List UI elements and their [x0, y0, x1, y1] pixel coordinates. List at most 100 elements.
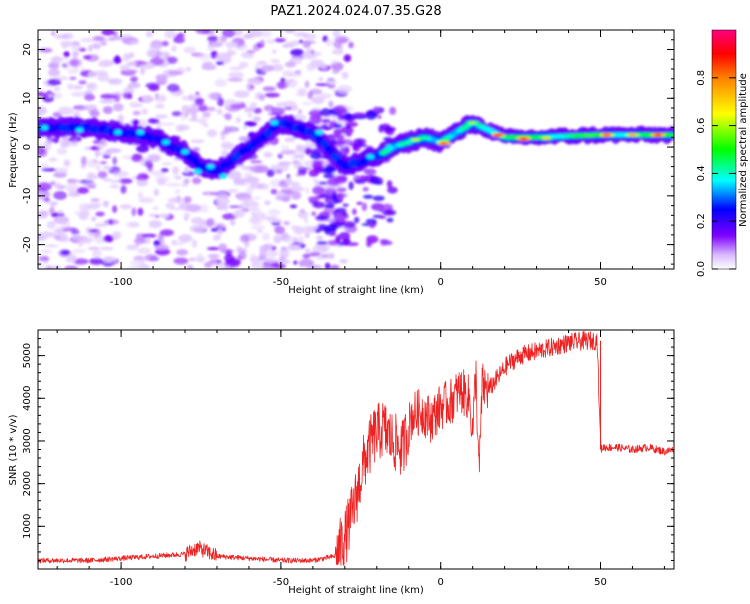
- spectrogram-speckle: [207, 35, 219, 42]
- spectrogram-speckle: [92, 35, 105, 42]
- snr-y-tick-label: 1000: [22, 514, 33, 539]
- spectrogram-speckle: [125, 53, 134, 59]
- spectrogram-speckle: [63, 51, 70, 58]
- spectrogram-speckle: [240, 51, 255, 59]
- spectrogram-speckle: [273, 235, 282, 244]
- snr-y-tick-label: 5000: [22, 343, 33, 368]
- spectrogram-speckle: [238, 61, 249, 68]
- spectrogram-speckle: [343, 54, 352, 62]
- spectrogram-speckle: [89, 257, 104, 265]
- spectrogram-speckle: [305, 186, 310, 195]
- spectrogram-peak: [628, 133, 637, 137]
- spectrogram-speckle: [92, 249, 102, 259]
- spectrogram-speckle: [374, 181, 384, 185]
- spectrogram-speckle: [44, 197, 51, 202]
- spectrogram-speckle: [247, 113, 253, 118]
- spectrogram-speckle: [271, 63, 284, 72]
- spectrogram-speckle: [185, 67, 192, 72]
- spectrogram-speckle: [154, 94, 167, 103]
- spectrogram-speckle: [207, 253, 220, 259]
- spectrogram-speckle: [188, 118, 200, 122]
- spectrogram-speckle: [291, 191, 301, 200]
- spectrogram-speckle: [40, 250, 53, 253]
- spectrogram-speckle: [254, 63, 260, 70]
- spectrogram-peak: [602, 133, 611, 137]
- colorbar-ticks: 0.0 0.2 0.4 0.6 0.8: [696, 70, 736, 277]
- spectrogram-speckle: [384, 126, 397, 132]
- spectrogram-speckle: [63, 159, 71, 167]
- spectrogram-speckle: [57, 106, 74, 116]
- spectrogram-speckle: [136, 179, 148, 187]
- spectrogram-speckle: [185, 204, 202, 213]
- spectrogram-speckle: [324, 262, 331, 269]
- spectrogram-speckle: [54, 167, 69, 174]
- spectrogram-speckle: [218, 243, 228, 251]
- colorbar: 0.0 0.2 0.4 0.6 0.8 Normalized spectral ampl…: [696, 29, 749, 277]
- spectrogram-speckle: [264, 200, 271, 206]
- spectrogram-speckle: [319, 93, 332, 99]
- spectrogram-speckle: [282, 259, 291, 264]
- spectrogram-speckle: [339, 259, 348, 264]
- spectrogram-speckle: [327, 240, 338, 246]
- spectrogram-speckle: [62, 61, 71, 70]
- spectrogram-speckle: [140, 67, 145, 75]
- spectrogram-speckle: [283, 221, 291, 226]
- spectrogram-speckle: [167, 70, 184, 76]
- spectrogram-speckle: [316, 241, 328, 245]
- spectrogram-speckle: [183, 196, 192, 204]
- spectrogram-speckle: [130, 259, 143, 266]
- spectrogram-speckle: [102, 154, 111, 159]
- spectrogram-speckle: [78, 80, 87, 85]
- spectrogram-speckle: [386, 217, 394, 223]
- spectrogram-speckle: [63, 141, 70, 148]
- spectrogram-speckle: [181, 96, 189, 101]
- spectrogram-peak: [411, 138, 420, 141]
- spectrogram-speckle: [274, 169, 283, 175]
- spectrogram-speckle: [249, 102, 258, 108]
- spectrogram-speckle: [249, 160, 263, 164]
- spectrogram-speckle: [119, 204, 132, 210]
- spectrogram-speckle: [87, 174, 99, 180]
- spectrogram-speckle: [323, 224, 337, 233]
- spectrogram-speckle: [341, 211, 348, 217]
- spectrogram-speckle: [55, 76, 69, 81]
- spectrogram-speckle: [144, 237, 151, 244]
- spectrogram-speckle: [148, 44, 163, 49]
- spectrogram-speckle: [284, 61, 297, 68]
- spectrogram-speckle: [206, 247, 220, 251]
- spectrogram-speckle: [279, 248, 290, 258]
- spectrogram-hotspot: [75, 127, 84, 133]
- spectrogram-speckle: [148, 220, 162, 229]
- spectrogram-speckle: [95, 211, 105, 217]
- spectrogram-speckle: [312, 201, 326, 209]
- spectrogram-speckle: [118, 178, 133, 184]
- spectrogram-peak: [468, 121, 477, 124]
- spectrogram-speckle: [52, 137, 60, 144]
- spectrogram-speckle: [167, 56, 178, 64]
- spectrogram-y-tick-label: 0: [22, 144, 33, 150]
- spectrogram-speckle: [307, 91, 314, 100]
- spectrogram-speckle: [47, 78, 62, 86]
- spectrogram-speckle: [299, 208, 306, 214]
- spectrogram-speckle: [166, 183, 181, 187]
- spectrogram-speckle: [99, 161, 108, 165]
- spectrogram-speckle: [80, 156, 87, 165]
- spectrogram-speckle: [230, 103, 247, 109]
- spectrogram-speckle: [285, 178, 291, 185]
- spectrogram-speckle: [89, 109, 100, 118]
- spectrogram-speckle: [380, 239, 388, 246]
- spectrogram-speckle: [38, 255, 50, 262]
- spectrogram-speckle: [41, 168, 57, 172]
- spectrogram-speckle: [102, 200, 110, 207]
- spectrogram-speckle: [259, 94, 265, 101]
- spectrogram-speckle: [348, 181, 354, 190]
- spectrogram-speckle: [298, 109, 302, 114]
- spectrogram-speckle: [303, 217, 309, 224]
- spectrogram-speckle: [177, 32, 185, 38]
- spectrogram-speckle: [72, 235, 88, 242]
- spectrogram-speckle: [386, 180, 393, 189]
- spectrogram-speckle: [385, 208, 393, 215]
- spectrogram-speckle: [129, 101, 139, 108]
- spectrogram-speckle: [130, 76, 138, 83]
- spectrogram-speckle: [83, 182, 97, 187]
